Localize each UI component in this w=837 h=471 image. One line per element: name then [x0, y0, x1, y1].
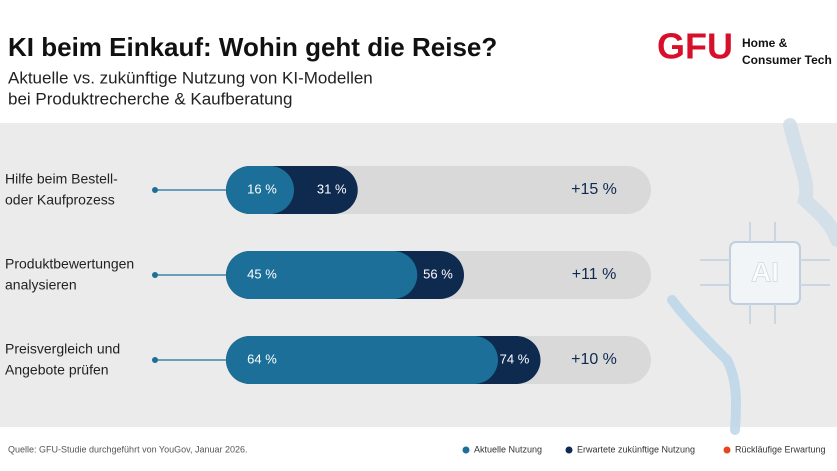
category-label: Produktbewertungen	[5, 256, 134, 272]
legend-label: Erwartete zukünftige Nutzung	[577, 444, 695, 454]
leader-dot	[152, 272, 158, 278]
category-label: oder Kaufprozess	[5, 192, 115, 208]
title: KI beim Einkauf: Wohin geht die Reise?	[8, 32, 497, 62]
difference-label: +15 %	[571, 181, 617, 198]
bar-current	[226, 336, 498, 384]
leader-dot	[152, 357, 158, 363]
category-label: Hilfe beim Bestell-	[5, 171, 118, 187]
value-label: 56 %	[423, 266, 453, 281]
leader-dot	[152, 187, 158, 193]
subtitle: Aktuelle vs. zukünftige Nutzung von KI-M…	[8, 68, 373, 87]
chip	[729, 241, 801, 305]
legend-label: Rückläufige Erwartung	[735, 444, 826, 454]
bar-current	[226, 251, 418, 299]
human-hand	[667, 295, 742, 435]
value-label: 74 %	[500, 351, 530, 366]
value-label: 45 %	[247, 266, 277, 281]
legend-swatch	[565, 446, 573, 454]
difference-label: +11 %	[572, 266, 617, 283]
subtitle: bei Produktrecherche & Kaufberatung	[8, 89, 292, 108]
logo-tagline: Consumer Tech	[742, 53, 832, 67]
category-label: Angebote prüfen	[5, 362, 109, 378]
value-label: 64 %	[247, 351, 277, 366]
value-label: 31 %	[317, 181, 347, 196]
source: Quelle: GFU-Studie durchgeführt von YouG…	[8, 444, 247, 454]
logo-tagline: Home &	[742, 36, 788, 50]
bar-current	[226, 166, 294, 214]
legend-label: Aktuelle Nutzung	[474, 444, 542, 454]
robot-illustration: AI	[667, 118, 837, 435]
value-label: 16 %	[247, 181, 277, 196]
legend-swatch	[723, 446, 731, 454]
category-label: analysieren	[5, 277, 77, 293]
legend-swatch	[462, 446, 470, 454]
category-label: Preisvergleich und	[5, 341, 120, 357]
difference-label: +10 %	[571, 351, 617, 368]
chip-lines	[700, 222, 830, 324]
chip-text: AI	[751, 256, 779, 287]
robot-arm	[783, 118, 837, 247]
logo-brand: GFU	[657, 26, 733, 67]
